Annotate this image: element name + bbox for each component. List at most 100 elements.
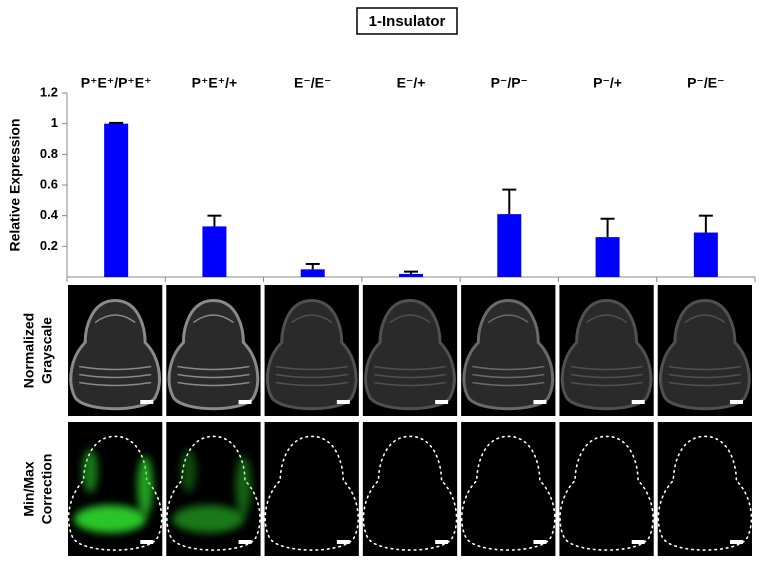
error-bar <box>502 188 517 215</box>
disc-fold <box>668 365 741 371</box>
bar <box>399 273 423 277</box>
row-label: Correction <box>39 454 55 525</box>
green-signal <box>235 456 252 516</box>
bar <box>300 269 325 277</box>
wing-disc <box>462 298 555 411</box>
disc-fold <box>668 381 741 387</box>
y-tick-label: 0.2 <box>40 238 58 253</box>
disc-fold <box>668 373 741 379</box>
wing-disc <box>69 298 161 411</box>
error-bar <box>109 121 124 124</box>
wing-disc <box>560 298 653 411</box>
scale-bar <box>730 540 743 544</box>
x-tick-label: E⁻/E⁻ <box>294 75 331 91</box>
green-signal <box>74 505 147 533</box>
disc-fold <box>684 314 726 324</box>
error-bar <box>698 214 713 233</box>
row-label: Min/Max <box>21 461 37 516</box>
green-signal <box>82 449 99 493</box>
disc-fold <box>79 381 152 387</box>
scale-bar <box>140 540 154 544</box>
disc-fold <box>570 373 643 379</box>
scale-bar <box>238 400 252 404</box>
x-tick-label: P⁺E⁺/+ <box>192 75 238 91</box>
bar <box>595 237 620 277</box>
scale-bar <box>140 400 154 404</box>
disc-fold <box>79 365 152 371</box>
disc-fold <box>472 373 545 379</box>
disc-fold <box>472 365 545 371</box>
scale-bar <box>435 540 449 544</box>
disc-fold <box>79 373 152 379</box>
image-panel <box>559 422 654 556</box>
bar <box>104 123 129 278</box>
y-tick-label: 1 <box>51 115 58 130</box>
bar <box>693 232 718 277</box>
disc-fold <box>275 373 348 379</box>
x-tick-label: E⁻/+ <box>397 75 426 91</box>
wing-disc <box>364 298 456 411</box>
image-panel <box>362 422 458 556</box>
scale-bar <box>435 400 449 404</box>
green-signal <box>137 456 154 516</box>
disc-fold <box>586 314 628 324</box>
disc-fold <box>570 365 643 371</box>
scale-bar <box>730 400 743 404</box>
disc-fold <box>192 314 234 324</box>
disc-fold <box>487 314 529 324</box>
disc-outline <box>362 435 458 551</box>
scale-bar <box>533 540 547 544</box>
disc-fold <box>177 381 250 387</box>
y-tick-label: 0.4 <box>40 207 59 222</box>
error-bar <box>305 262 320 270</box>
y-tick-label: 1.2 <box>40 84 58 99</box>
disc-fold <box>94 314 136 324</box>
scale-bar <box>238 540 252 544</box>
image-panel <box>657 422 752 556</box>
disc-fold <box>373 381 447 387</box>
image-panel <box>264 422 359 556</box>
green-signal <box>180 449 197 493</box>
scale-bar <box>533 400 547 404</box>
disc-fold <box>570 381 643 387</box>
bar <box>497 214 522 277</box>
disc-fold <box>177 365 250 371</box>
disc-fold <box>275 365 348 371</box>
error-bar <box>207 214 222 227</box>
wing-disc <box>659 298 751 411</box>
title-box <box>356 7 458 35</box>
chart-title: 1-Insulator <box>369 13 446 30</box>
image-panel <box>461 422 556 556</box>
disc-fold <box>275 381 348 387</box>
green-signal <box>172 505 245 533</box>
x-tick-label: P⁺E⁺/P⁺E⁺ <box>81 75 152 91</box>
disc-fold <box>177 373 250 379</box>
y-tick-label: 0.8 <box>40 146 58 161</box>
disc-outline <box>460 435 556 551</box>
y-tick-label: 0.6 <box>40 176 58 191</box>
disc-outline <box>559 435 654 551</box>
disc-fold <box>373 373 447 379</box>
error-bar <box>600 217 615 238</box>
disc-fold <box>373 365 447 371</box>
disc-fold <box>472 381 545 387</box>
bar <box>202 226 227 277</box>
disc-outline <box>657 435 753 551</box>
x-tick-label: P⁻/+ <box>593 75 622 91</box>
y-axis-label: Relative Expression <box>7 118 23 251</box>
disc-fold <box>389 314 431 324</box>
wing-disc <box>265 298 358 411</box>
scale-bar <box>631 540 645 544</box>
disc-fold <box>291 314 333 324</box>
x-tick-label: P⁻/E⁻ <box>687 75 724 91</box>
error-bar <box>404 270 418 274</box>
row-label: Normalized <box>21 313 37 388</box>
disc-outline <box>264 435 360 551</box>
scale-bar <box>336 540 350 544</box>
scale-bar <box>631 400 645 404</box>
x-tick-label: P⁻/P⁻ <box>491 75 528 91</box>
scale-bar <box>336 400 350 404</box>
row-label: Grayscale <box>39 317 55 384</box>
wing-disc <box>167 298 260 411</box>
